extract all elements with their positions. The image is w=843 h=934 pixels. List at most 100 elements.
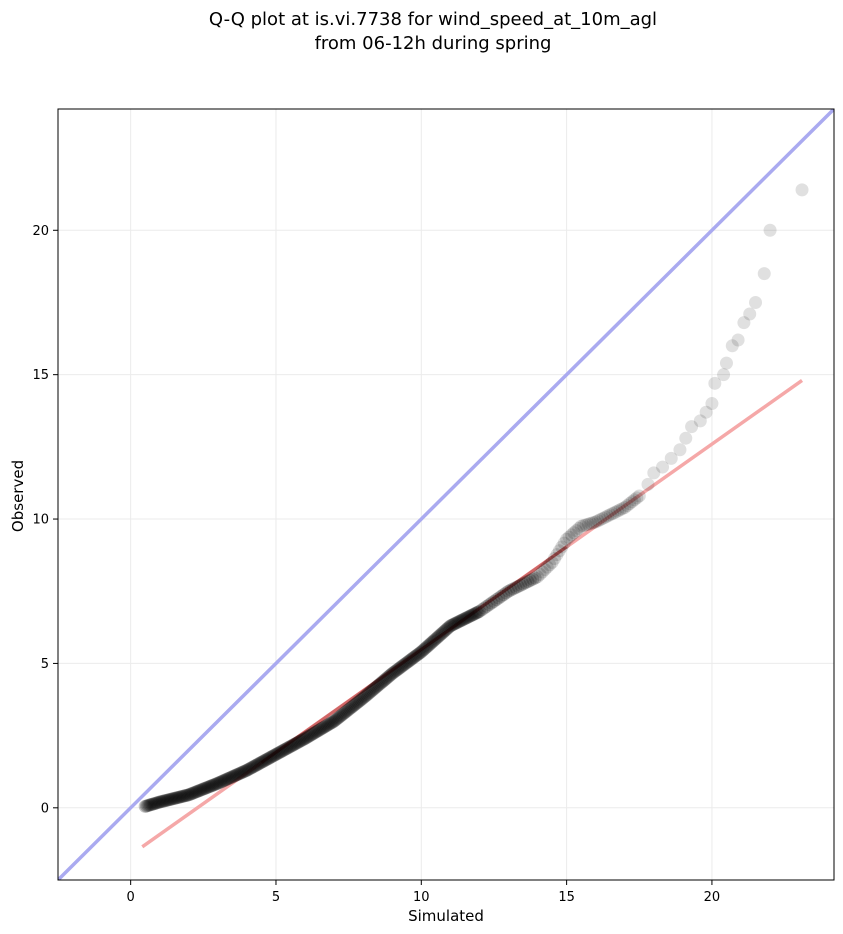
data-point [169, 791, 183, 805]
data-point [360, 688, 374, 702]
tail-data-point [795, 183, 809, 197]
data-point [430, 631, 444, 645]
data-point [221, 772, 235, 786]
data-point [188, 785, 202, 799]
data-point [431, 630, 445, 644]
data-point [317, 720, 331, 734]
tail-data-point [757, 267, 771, 281]
data-point [367, 682, 381, 696]
data-point [376, 674, 390, 688]
data-point [487, 594, 501, 608]
data-point [311, 724, 325, 738]
data-point [408, 650, 422, 664]
data-point [466, 608, 480, 622]
data-point [203, 779, 217, 793]
data-point [161, 793, 175, 807]
plot-frame [57, 108, 835, 881]
data-point [477, 601, 491, 615]
data-point [210, 777, 224, 791]
data-point [236, 765, 250, 779]
data-points [138, 183, 809, 813]
data-point [151, 795, 165, 809]
data-point [523, 573, 537, 587]
tail-data-point [749, 295, 763, 309]
data-point [171, 790, 185, 804]
data-point [326, 715, 340, 729]
data-point [518, 576, 532, 590]
data-point [445, 618, 459, 632]
data-point [574, 519, 588, 533]
data-point [253, 756, 267, 770]
data-point [287, 737, 301, 751]
data-point [245, 760, 259, 774]
data-point [463, 609, 477, 623]
y-axis-label: Observed [9, 460, 27, 532]
data-point [282, 740, 296, 754]
data-point [180, 788, 194, 802]
data-point [258, 753, 272, 767]
y-tick-label: 5 [41, 657, 49, 672]
data-point [216, 774, 230, 788]
data-point [400, 656, 414, 670]
data-point [451, 615, 465, 629]
data-point [248, 759, 262, 773]
tail-data-point [708, 376, 722, 390]
data-point [340, 704, 354, 718]
data-point [284, 739, 298, 753]
data-point [262, 751, 276, 765]
tail-data-point [717, 368, 731, 382]
data-point [380, 671, 394, 685]
data-point [586, 516, 600, 530]
data-point [318, 720, 332, 734]
data-point [327, 714, 341, 728]
y-tick-label: 0 [41, 801, 49, 816]
data-point [183, 787, 197, 801]
data-point [206, 778, 220, 792]
data-point [482, 598, 496, 612]
data-point [610, 504, 624, 518]
data-point [219, 773, 233, 787]
data-point [388, 665, 402, 679]
data-point [223, 771, 237, 785]
data-point [392, 662, 406, 676]
y-tick-label: 20 [32, 224, 49, 239]
tail-data-point [743, 307, 757, 321]
data-point [369, 680, 383, 694]
data-point [443, 619, 457, 633]
data-point [420, 640, 434, 654]
data-point [280, 742, 294, 756]
data-point [425, 635, 439, 649]
data-point [361, 687, 375, 701]
data-point [381, 670, 395, 684]
data-point [347, 698, 361, 712]
data-point [564, 528, 578, 542]
data-point [207, 778, 221, 792]
data-point [339, 705, 353, 719]
tail-data-point [737, 316, 751, 330]
data-point [194, 783, 208, 797]
data-point [301, 730, 315, 744]
data-point [414, 645, 428, 659]
data-point [394, 660, 408, 674]
data-point [615, 502, 629, 516]
data-point [190, 785, 204, 799]
data-point [244, 761, 258, 775]
data-point [211, 776, 225, 790]
x-tick-label: 10 [413, 890, 430, 905]
data-point [467, 607, 481, 621]
data-point [330, 712, 344, 726]
data-point [601, 509, 615, 523]
data-point [453, 614, 467, 628]
data-point [165, 792, 179, 806]
data-point [422, 638, 436, 652]
data-point [257, 754, 271, 768]
data-point [584, 516, 598, 530]
data-point [494, 589, 508, 603]
data-point [555, 540, 569, 554]
data-point [442, 620, 456, 634]
data-point [398, 657, 412, 671]
data-point [163, 792, 177, 806]
data-point [184, 787, 198, 801]
data-point [359, 689, 373, 703]
